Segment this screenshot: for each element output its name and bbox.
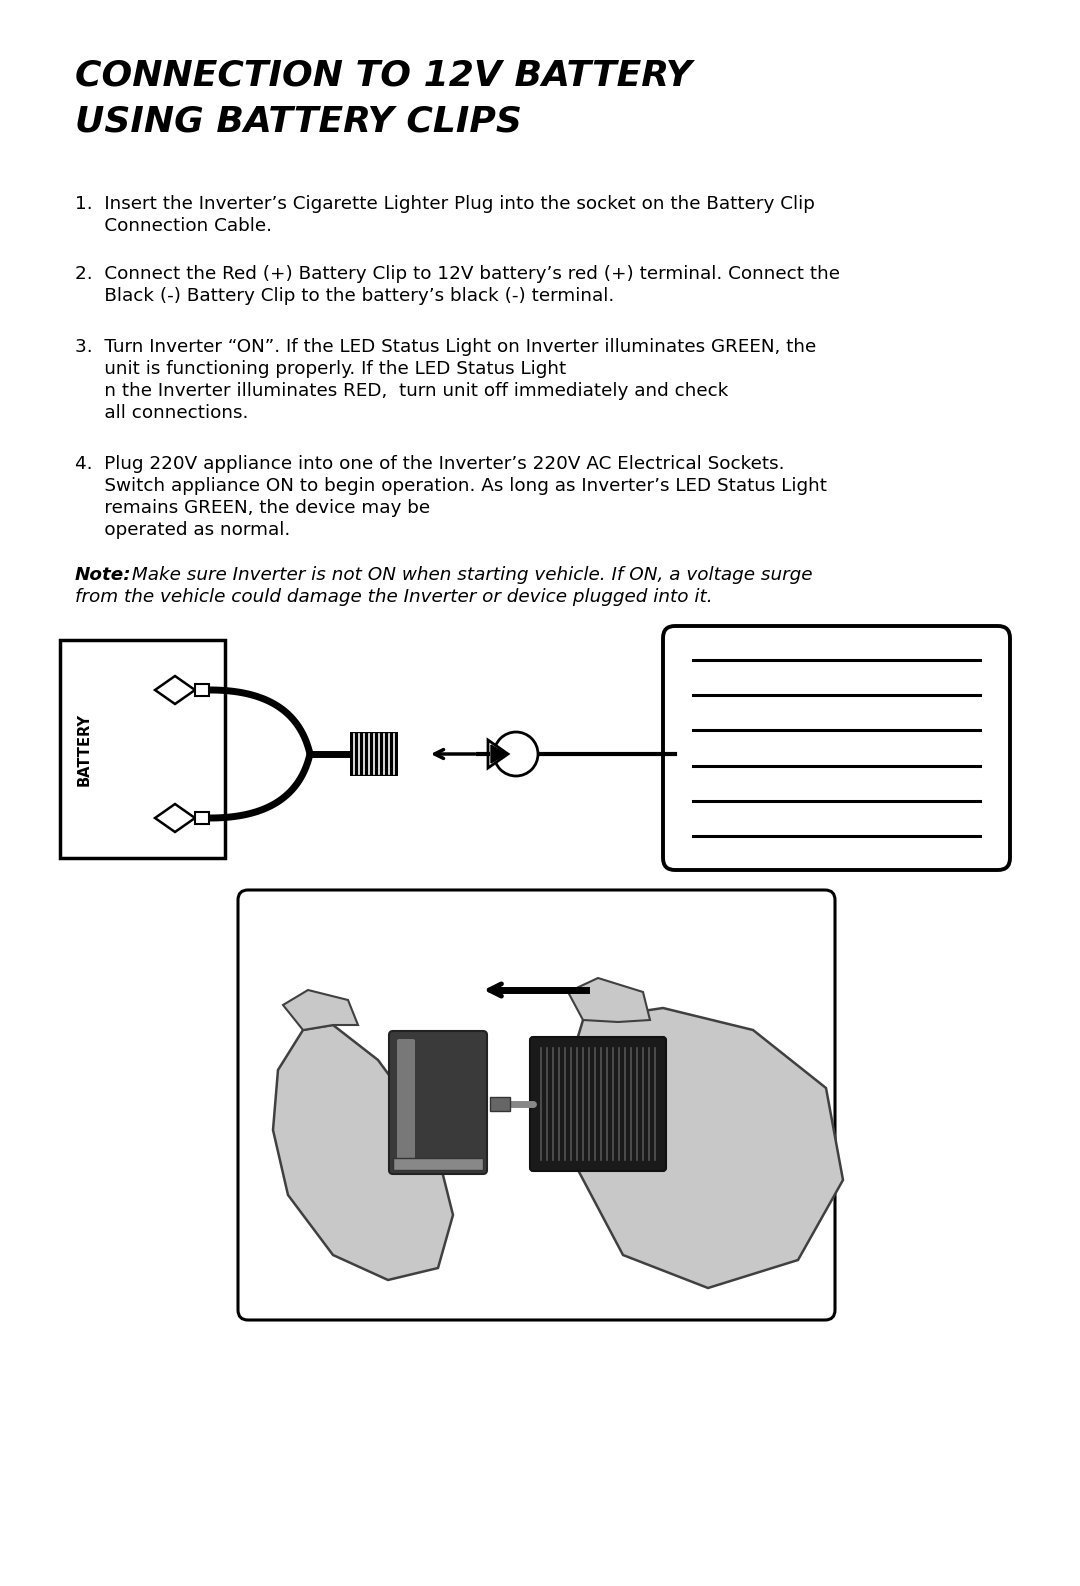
Text: n the Inverter illuminates RED,  turn unit off immediately and check: n the Inverter illuminates RED, turn uni… bbox=[75, 382, 728, 400]
Text: 1.  Insert the Inverter’s Cigarette Lighter Plug into the socket on the Battery : 1. Insert the Inverter’s Cigarette Light… bbox=[75, 195, 815, 213]
Text: 3.  Turn Inverter “ON”. If the LED Status Light on Inverter illuminates GREEN, t: 3. Turn Inverter “ON”. If the LED Status… bbox=[75, 338, 816, 355]
Text: Connection Cable.: Connection Cable. bbox=[75, 217, 272, 235]
Polygon shape bbox=[568, 1009, 843, 1288]
Text: Switch appliance ON to begin operation. As long as Inverter’s LED Status Light: Switch appliance ON to begin operation. … bbox=[75, 477, 827, 495]
Bar bbox=[60, 641, 225, 858]
Text: unit is functioning properly. If the LED Status Light: unit is functioning properly. If the LED… bbox=[75, 360, 566, 377]
Text: USING BATTERY CLIPS: USING BATTERY CLIPS bbox=[75, 105, 522, 138]
FancyBboxPatch shape bbox=[663, 626, 1010, 871]
Polygon shape bbox=[488, 741, 508, 768]
Text: operated as normal.: operated as normal. bbox=[75, 520, 291, 539]
Polygon shape bbox=[568, 979, 650, 1021]
Text: Make sure Inverter is not ON when starting vehicle. If ON, a voltage surge: Make sure Inverter is not ON when starti… bbox=[126, 566, 812, 584]
Text: 4.  Plug 220V appliance into one of the Inverter’s 220V AC Electrical Sockets.: 4. Plug 220V appliance into one of the I… bbox=[75, 455, 784, 473]
Bar bbox=[350, 733, 399, 776]
Polygon shape bbox=[491, 745, 507, 763]
Bar bbox=[393, 1158, 483, 1170]
Bar bbox=[195, 812, 210, 825]
Bar bbox=[490, 1098, 510, 1112]
Text: remains GREEN, the device may be: remains GREEN, the device may be bbox=[75, 500, 430, 517]
Text: BATTERY: BATTERY bbox=[77, 712, 92, 785]
Circle shape bbox=[168, 810, 183, 825]
FancyBboxPatch shape bbox=[238, 890, 835, 1320]
Polygon shape bbox=[156, 804, 195, 833]
Circle shape bbox=[168, 684, 183, 696]
Text: Black (-) Battery Clip to the battery’s black (-) terminal.: Black (-) Battery Clip to the battery’s … bbox=[75, 287, 615, 305]
Polygon shape bbox=[156, 676, 195, 704]
Text: CONNECTION TO 12V BATTERY: CONNECTION TO 12V BATTERY bbox=[75, 59, 692, 92]
Text: from the vehicle could damage the Inverter or device plugged into it.: from the vehicle could damage the Invert… bbox=[75, 588, 713, 606]
FancyBboxPatch shape bbox=[389, 1031, 487, 1174]
Text: all connections.: all connections. bbox=[75, 404, 248, 422]
FancyBboxPatch shape bbox=[397, 1039, 415, 1166]
Circle shape bbox=[494, 733, 538, 776]
FancyBboxPatch shape bbox=[530, 1037, 666, 1170]
Polygon shape bbox=[273, 1025, 453, 1280]
Bar bbox=[195, 684, 210, 696]
Polygon shape bbox=[283, 990, 357, 1029]
Text: 2.  Connect the Red (+) Battery Clip to 12V battery’s red (+) terminal. Connect : 2. Connect the Red (+) Battery Clip to 1… bbox=[75, 265, 840, 282]
Text: Note:: Note: bbox=[75, 566, 132, 584]
